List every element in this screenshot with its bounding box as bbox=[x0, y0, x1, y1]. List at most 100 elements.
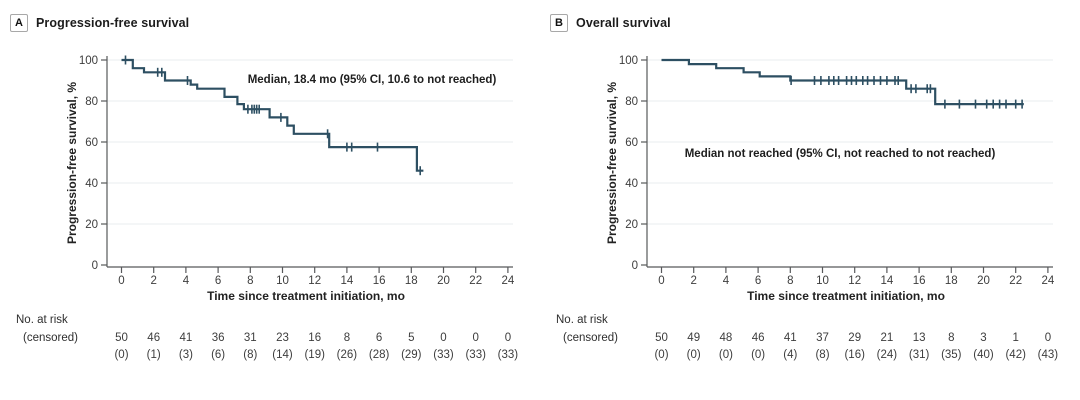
x-tick-label: 10 bbox=[816, 275, 829, 287]
x-tick-label: 0 bbox=[118, 275, 124, 287]
censored-count: (0) bbox=[719, 349, 733, 361]
at-risk-count: 1 bbox=[1012, 332, 1018, 344]
at-risk-count: 5 bbox=[408, 332, 414, 344]
y-tick-label: 60 bbox=[625, 137, 638, 149]
at-risk-count: 13 bbox=[913, 332, 926, 344]
x-tick-label: 6 bbox=[755, 275, 761, 287]
median-annotation-a: Median, 18.4 mo (95% CI, 10.6 to not rea… bbox=[248, 74, 497, 86]
x-axis-title-b: Time since treatment initiation, mo bbox=[747, 289, 945, 303]
censored-label-a: (censored) bbox=[23, 332, 78, 344]
x-tick-label: 2 bbox=[690, 275, 696, 287]
at-risk-count: 21 bbox=[881, 332, 894, 344]
survival-curve bbox=[121, 58, 424, 172]
x-tick-label: 14 bbox=[341, 275, 354, 287]
x-tick-label: 6 bbox=[215, 275, 221, 287]
y-tick-label: 40 bbox=[625, 178, 638, 190]
censored-count: (8) bbox=[243, 349, 257, 361]
censored-count: (6) bbox=[211, 349, 225, 361]
censored-count: (43) bbox=[1038, 349, 1059, 361]
panel-b-letter-badge: B bbox=[550, 14, 568, 32]
y-axis-title-b: Progression-free survival, % bbox=[605, 82, 619, 244]
panel-a-letter-badge: A bbox=[10, 14, 28, 32]
y-tick-label: 0 bbox=[632, 260, 638, 272]
x-tick-label: 4 bbox=[723, 275, 730, 287]
at-risk-count: 41 bbox=[180, 332, 193, 344]
at-risk-count: 8 bbox=[344, 332, 350, 344]
x-tick-label: 24 bbox=[1042, 275, 1055, 287]
x-tick-label: 18 bbox=[945, 275, 958, 287]
km-chart-a: 020406080100050(0)246(1)441(3)636(6)831(… bbox=[16, 55, 518, 361]
x-tick-label: 12 bbox=[308, 275, 321, 287]
x-tick-label: 4 bbox=[183, 275, 190, 287]
x-tick-label: 10 bbox=[276, 275, 289, 287]
y-tick-label: 100 bbox=[619, 55, 638, 67]
panel-b: B Overall survival 0 20 40 60 80 100 0 50 (0) 2 49… bbox=[540, 0, 1080, 400]
x-tick-label: 8 bbox=[787, 275, 793, 287]
at-risk-count: 48 bbox=[720, 332, 733, 344]
at-risk-count: 36 bbox=[212, 332, 225, 344]
at-risk-count: 8 bbox=[948, 332, 954, 344]
at-risk-count: 0 bbox=[1045, 332, 1051, 344]
at-risk-count: 50 bbox=[115, 332, 128, 344]
censored-count: (0) bbox=[687, 349, 701, 361]
panel-a-header: A Progression-free survival bbox=[10, 14, 189, 32]
x-tick-label: 8 bbox=[247, 275, 253, 287]
censored-count: (1) bbox=[147, 349, 161, 361]
censored-count: (35) bbox=[941, 349, 962, 361]
censored-count: (3) bbox=[179, 349, 193, 361]
y-tick-label: 0 bbox=[92, 260, 98, 272]
y-axis-title-a: Progression-free survival, % bbox=[65, 82, 79, 244]
panel-a: A Progression-free survival 0 20 40 60 80 100… bbox=[10, 14, 518, 361]
censored-count: (8) bbox=[815, 349, 829, 361]
censored-count: (42) bbox=[1005, 349, 1026, 361]
at-risk-count: 37 bbox=[816, 332, 829, 344]
median-annotation-b: Median not reached (95% CI, not reached … bbox=[685, 148, 996, 160]
censored-count: (33) bbox=[433, 349, 454, 361]
at-risk-count: 23 bbox=[276, 332, 289, 344]
y-tick-label: 60 bbox=[85, 137, 98, 149]
x-tick-label: 22 bbox=[469, 275, 482, 287]
y-tick-label: 40 bbox=[85, 178, 98, 190]
survival-curve bbox=[661, 58, 1024, 106]
censored-count: (33) bbox=[465, 349, 486, 361]
at-risk-count: 0 bbox=[505, 332, 511, 344]
censored-count: (24) bbox=[877, 349, 898, 361]
x-tick-label: 20 bbox=[977, 275, 990, 287]
censored-count: (4) bbox=[783, 349, 797, 361]
censored-count: (0) bbox=[114, 349, 128, 361]
x-tick-label: 2 bbox=[150, 275, 156, 287]
at-risk-count: 41 bbox=[784, 332, 797, 344]
panel-a-title: Progression-free survival bbox=[36, 16, 190, 30]
x-tick-label: 16 bbox=[913, 275, 926, 287]
x-tick-label: 14 bbox=[881, 275, 894, 287]
censored-count: (40) bbox=[973, 349, 994, 361]
x-tick-label: 20 bbox=[437, 275, 450, 287]
censored-count: (28) bbox=[369, 349, 390, 361]
risk-label-b: No. at risk bbox=[556, 314, 608, 326]
y-tick-label: 100 bbox=[79, 55, 98, 67]
censored-count: (29) bbox=[401, 349, 422, 361]
panel-b-header: B Overall survival bbox=[550, 14, 671, 32]
at-risk-count: 50 bbox=[655, 332, 668, 344]
panel-b-title: Overall survival bbox=[576, 16, 671, 30]
censored-count: (31) bbox=[909, 349, 930, 361]
censored-count: (16) bbox=[844, 349, 865, 361]
km-chart-b: 020406080100050(0)249(0)448(0)646(0)841(… bbox=[556, 55, 1059, 361]
x-axis-title-a: Time since treatment initiation, mo bbox=[207, 289, 405, 303]
x-tick-label: 12 bbox=[848, 275, 861, 287]
x-tick-label: 18 bbox=[405, 275, 418, 287]
y-tick-label: 80 bbox=[625, 96, 638, 108]
at-risk-count: 31 bbox=[244, 332, 257, 344]
x-tick-label: 16 bbox=[373, 275, 386, 287]
x-tick-label: 24 bbox=[502, 275, 515, 287]
censored-count: (19) bbox=[304, 349, 325, 361]
y-tick-label: 20 bbox=[625, 219, 638, 231]
at-risk-count: 3 bbox=[980, 332, 986, 344]
y-tick-label: 20 bbox=[85, 219, 98, 231]
censored-count: (14) bbox=[272, 349, 293, 361]
censored-count: (0) bbox=[654, 349, 668, 361]
x-tick-label: 0 bbox=[658, 275, 664, 287]
at-risk-count: 49 bbox=[687, 332, 700, 344]
at-risk-count: 46 bbox=[147, 332, 160, 344]
